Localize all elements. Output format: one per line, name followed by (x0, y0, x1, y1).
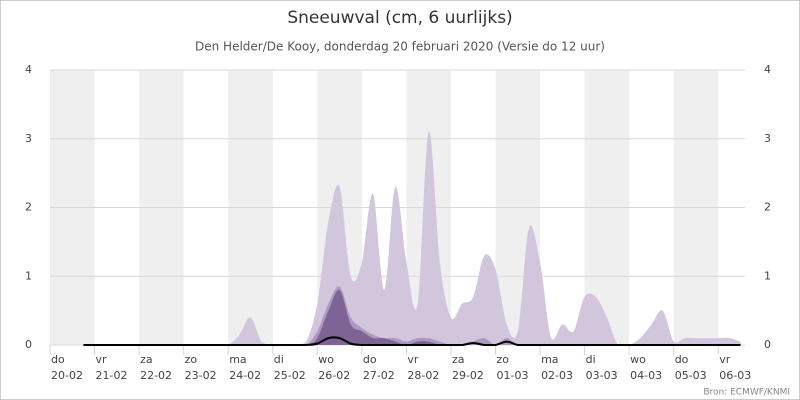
x-tick-label: do (675, 353, 689, 366)
x-tick-date: 22-02 (140, 369, 172, 382)
x-tick-label: vr (407, 353, 419, 366)
x-tick-date: 23-02 (185, 369, 217, 382)
credit: Bron: ECMWF/KNMI (703, 388, 790, 398)
y2-tick-label: 3 (764, 132, 771, 145)
series-line (83, 336, 741, 347)
x-tick-label: za (140, 353, 153, 366)
y2-tick-label: 1 (764, 269, 771, 282)
x-tick-date: 24-02 (229, 369, 261, 382)
x-tick-date: 02-03 (541, 369, 573, 382)
x-tick-date: 26-02 (318, 369, 350, 382)
y-tick-label: 3 (25, 132, 32, 145)
x-tick-date: 05-03 (675, 369, 707, 382)
y-tick-label: 0 (25, 338, 32, 351)
x-tick-date: 01-03 (497, 369, 529, 382)
x-tick-label: vr (96, 353, 108, 366)
chart-subtitle: Den Helder/De Kooy, donderdag 20 februar… (195, 40, 605, 54)
y2-tick-label: 0 (764, 338, 771, 351)
x-tick-label: di (274, 353, 284, 366)
x-tick-label: ma (541, 353, 558, 366)
x-tick-date: 25-02 (274, 369, 306, 382)
x-tick-date: 27-02 (363, 369, 395, 382)
y2-tick-label: 4 (764, 63, 771, 76)
x-tick-date: 06-03 (719, 369, 751, 382)
x-tick-date: 21-02 (96, 369, 128, 382)
x-tick-label: di (586, 353, 596, 366)
x-tick-label: do (51, 353, 65, 366)
y-tick-label: 4 (25, 63, 32, 76)
x-tick-date: 03-03 (586, 369, 618, 382)
x-tick-label: ma (229, 353, 246, 366)
x-tick-label: za (452, 353, 465, 366)
x-tick-label: wo (630, 353, 646, 366)
x-tick-date: 04-03 (630, 369, 662, 382)
y-tick-label: 1 (25, 269, 32, 282)
x-tick-label: zo (497, 353, 510, 366)
x-tick-date: 20-02 (51, 369, 83, 382)
x-tick-date: 28-02 (407, 369, 439, 382)
chart-title: Sneeuwval (cm, 6 uurlijks) (287, 8, 512, 28)
x-tick-label: zo (185, 353, 198, 366)
x-tick-label: do (363, 353, 377, 366)
x-tick-label: wo (318, 353, 334, 366)
x-tick-date: 29-02 (452, 369, 484, 382)
y-tick-label: 2 (25, 201, 32, 214)
y2-tick-label: 2 (764, 201, 771, 214)
x-tick-label: vr (719, 353, 731, 366)
series-area (50, 131, 741, 345)
